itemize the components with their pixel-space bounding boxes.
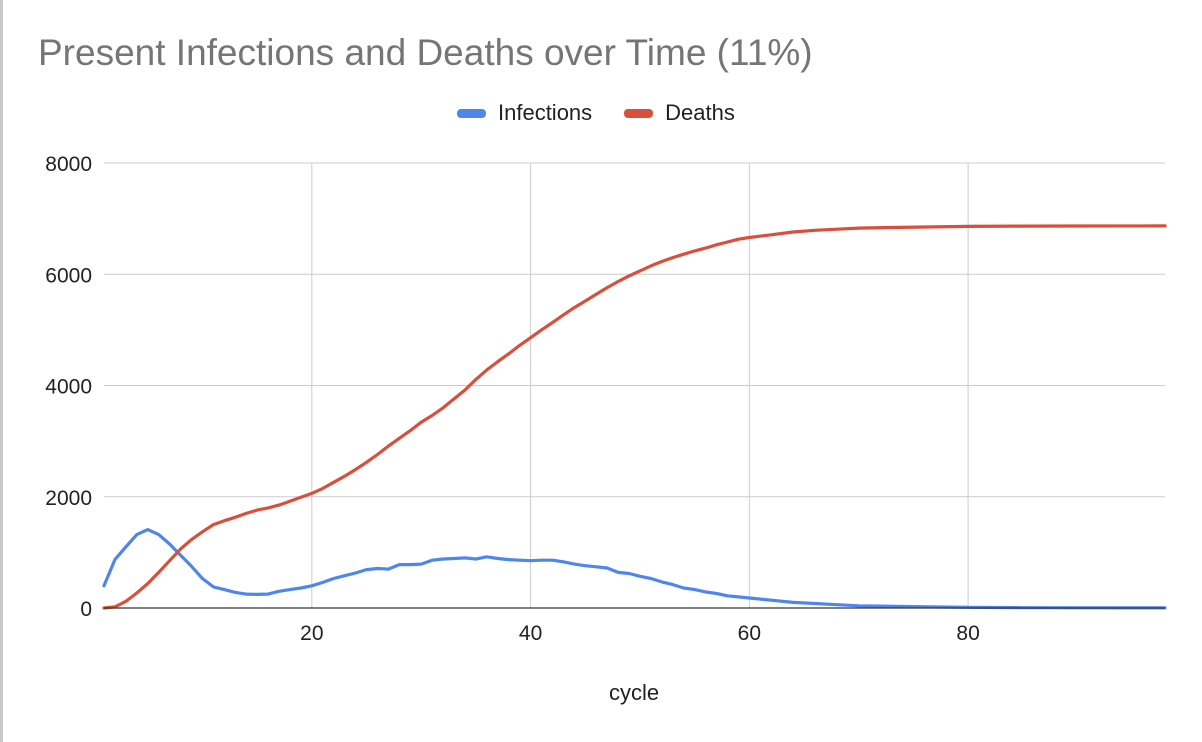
legend-label-infections: Infections: [498, 100, 593, 125]
legend-swatch-deaths: [624, 108, 654, 118]
y-tick-label: 0: [80, 598, 92, 621]
y-tick-label: 4000: [45, 376, 92, 399]
series-lines: [102, 224, 1167, 610]
series-line-infections: [102, 528, 1167, 610]
gridlines: [104, 162, 1165, 608]
x-tick-label: 80: [956, 622, 979, 645]
series-line-deaths: [102, 224, 1167, 610]
x-axis-title: cycle: [609, 680, 659, 705]
x-tick-label: 40: [519, 622, 542, 645]
legend-item-infections[interactable]: Infections: [457, 100, 592, 126]
y-tick-label: 8000: [45, 153, 92, 176]
chart-legend: Infections Deaths: [457, 100, 767, 126]
y-tick-label: 6000: [45, 264, 92, 287]
x-tick-label: 60: [738, 622, 761, 645]
axes: 0 2000 4000 6000 8000 20 40 60 80: [45, 153, 1165, 645]
legend-swatch-infections: [457, 108, 486, 118]
x-tick-label: 20: [300, 622, 323, 645]
chart-title: Present Infections and Deaths over Time …: [38, 32, 813, 73]
y-tick-label: 2000: [45, 487, 92, 510]
legend-item-deaths[interactable]: Deaths: [624, 100, 735, 126]
legend-label-deaths: Deaths: [665, 100, 735, 125]
window-border: [0, 0, 3, 742]
